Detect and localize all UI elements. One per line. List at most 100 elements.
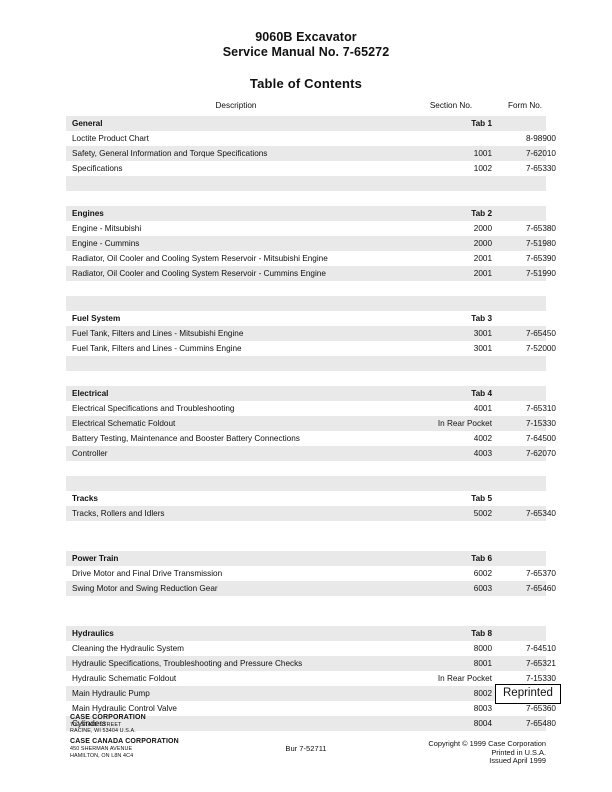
cell-description: Electrical [72, 389, 109, 398]
cell-description: Electrical Schematic Foldout [72, 419, 176, 428]
table-row[interactable]: Fuel Tank, Filters and Lines - Cummins E… [66, 341, 556, 356]
cell-description: Tracks [72, 494, 98, 503]
table-row[interactable]: Radiator, Oil Cooler and Cooling System … [66, 266, 556, 281]
column-header-description: Description [215, 101, 257, 110]
cell-section-no: Tab 2 [471, 209, 492, 218]
cell-form-no: 7-51980 [525, 239, 556, 248]
cell-description: Main Hydraulic Control Valve [72, 704, 177, 713]
table-row[interactable]: Loctite Product Chart 8-98900 [66, 131, 556, 146]
cell-form-no: 7-52000 [525, 344, 556, 353]
cell-description: Engine - Mitsubishi [72, 224, 142, 233]
page-title: Table of Contents [249, 76, 363, 91]
cell-section-no: 1002 [473, 164, 492, 173]
cell-form-no: 7-62010 [525, 149, 556, 158]
company-address-line: HAMILTON, ON L8N 4C4 [70, 752, 134, 759]
section-header-row[interactable]: Electrical Tab 4 [66, 386, 546, 401]
section-header-row[interactable]: Engines Tab 2 [66, 206, 546, 221]
cell-section-no: Tab 8 [471, 629, 492, 638]
cell-description: Engines [72, 209, 104, 218]
table-row[interactable]: Fuel Tank, Filters and Lines - Mitsubish… [66, 326, 556, 341]
cell-section-no: Tab 3 [471, 314, 492, 323]
spacer-row [66, 371, 546, 386]
table-row[interactable]: Main Hydraulic Pump80027-63660 [66, 686, 556, 701]
cell-section-no: Tab 4 [471, 389, 492, 398]
cell-section-no: 6003 [473, 584, 492, 593]
section-header-row[interactable]: Hydraulics Tab 8 [66, 626, 546, 641]
burden-number: Bur 7-52711 [285, 744, 327, 753]
company-block-case-canada-corporation: CASE CANADA CORPORATION 450 SHERMAN AVEN… [70, 738, 179, 758]
cell-description: Swing Motor and Swing Reduction Gear [72, 584, 218, 593]
spacer-row [66, 461, 546, 476]
cell-description: Hydraulic Specifications, Troubleshootin… [72, 659, 303, 668]
cell-description: Battery Testing, Maintenance and Booster… [72, 434, 300, 443]
cell-section-no: Tab 1 [471, 119, 492, 128]
cell-form-no: 7-65460 [525, 584, 556, 593]
cell-section-no: In Rear Pocket [437, 419, 492, 428]
table-row[interactable]: Engine - Mitsubishi 2000 7-65380 [66, 221, 556, 236]
cell-form-no: 7-65370 [525, 569, 556, 578]
cell-description: Cleaning the Hydraulic System [72, 644, 184, 653]
table-row[interactable]: Cylinders 8004 7-65480 [66, 716, 556, 731]
page-footer: CASE CORPORATION 700 STATE STREET RACINE… [0, 714, 612, 784]
section-header-row[interactable]: General Tab 1 [66, 116, 546, 131]
table-row[interactable]: Controller 4003 7-62070 [66, 446, 556, 461]
cell-description: Radiator, Oil Cooler and Cooling System … [72, 269, 326, 278]
table-row[interactable]: Swing Motor and Swing Reduction Gear 6003… [66, 581, 556, 596]
table-row[interactable]: Hydraulic Schematic Foldout In Rear Pocke… [66, 671, 556, 686]
cell-section-no: 8004 [473, 719, 492, 728]
cell-description: Tracks, Rollers and Idlers [72, 509, 165, 518]
cell-description: Power Train [72, 554, 119, 563]
cell-form-no: 7-64510 [525, 644, 556, 653]
cell-description: Engine - Cummins [72, 239, 140, 248]
table-row[interactable]: Electrical Specifications and Troublesho… [66, 401, 556, 416]
cell-form-no: 7-65340 [525, 509, 556, 518]
table-row[interactable]: Battery Testing, Maintenance and Booster… [66, 431, 556, 446]
spacer-row [66, 476, 546, 491]
table-row[interactable]: Cleaning the Hydraulic System 8000 7-64510 [66, 641, 556, 656]
cell-description: Fuel System [72, 314, 121, 323]
section-header-row[interactable]: Fuel System Tab 3 [66, 311, 546, 326]
cell-form-no: 7-65450 [525, 329, 556, 338]
table-row[interactable]: Hydraulic Specifications, Troubleshootin… [66, 656, 556, 671]
manual-title-line-2: Service Manual No. 7-65272 [222, 45, 390, 59]
spacer-row [66, 521, 546, 536]
section-header-row[interactable]: Power Train Tab 6 [66, 551, 546, 566]
spacer-row [66, 611, 546, 626]
spacer-row [66, 296, 546, 311]
spacer-row [66, 191, 546, 206]
cell-form-no: 7-15330 [525, 674, 556, 683]
cell-form-no: 7-15330 [525, 419, 556, 428]
cell-section-no: 4001 [473, 404, 492, 413]
table-body: General Tab 1 Loctite Product Chart 8-98900… [66, 116, 556, 731]
spacer-row [66, 356, 546, 371]
section-header-row[interactable]: Tracks Tab 5 [66, 491, 546, 506]
printed-in-line: Printed in U.S.A. [491, 747, 546, 757]
spacer-row [66, 281, 546, 296]
company-address-line: 700 STATE STREET [70, 722, 122, 728]
cell-section-no: 2000 [473, 224, 492, 233]
cell-form-no: 7-65321 [525, 659, 556, 668]
cell-form-no: 8-98900 [525, 134, 556, 143]
table-row[interactable]: Tracks, Rollers and Idlers 5002 7-65340 [66, 506, 556, 521]
table-row[interactable]: Electrical Schematic Foldout In Rear Pock… [66, 416, 556, 431]
copyright-line: Copyright © 1999 Case Corporation [428, 739, 546, 748]
table-row[interactable]: Specifications 1002 7-65330 [66, 161, 556, 176]
table-row[interactable]: Drive Motor and Final Drive Transmission… [66, 566, 556, 581]
cell-section-no: 2001 [473, 269, 492, 278]
table-row[interactable]: Safety, General Information and Torque S… [66, 146, 556, 161]
cell-description: Specifications [72, 164, 123, 173]
cell-section-no: 5002 [473, 509, 492, 518]
cell-form-no: 7-51990 [525, 269, 556, 278]
table-of-contents: Description Section No. Form No. General… [66, 101, 556, 731]
title-block: 9060B Excavator Service Manual No. 7-652… [0, 30, 612, 60]
cell-description: Fuel Tank, Filters and Lines - Cummins E… [72, 344, 242, 353]
company-name: CASE CORPORATION [70, 714, 146, 721]
cell-form-no: 7-65360 [525, 704, 556, 713]
table-row[interactable]: Main Hydraulic Control Valve 8003 7-65360 [66, 701, 556, 716]
cell-description: Controller [72, 449, 108, 458]
table-row[interactable]: Radiator, Oil Cooler and Cooling System … [66, 251, 556, 266]
cell-form-no: 7-65480 [525, 719, 556, 728]
cell-section-no: 4003 [473, 449, 492, 458]
table-row[interactable]: Engine - Cummins 2000 7-51980 [66, 236, 556, 251]
cell-description: Drive Motor and Final Drive Transmission [72, 569, 223, 578]
